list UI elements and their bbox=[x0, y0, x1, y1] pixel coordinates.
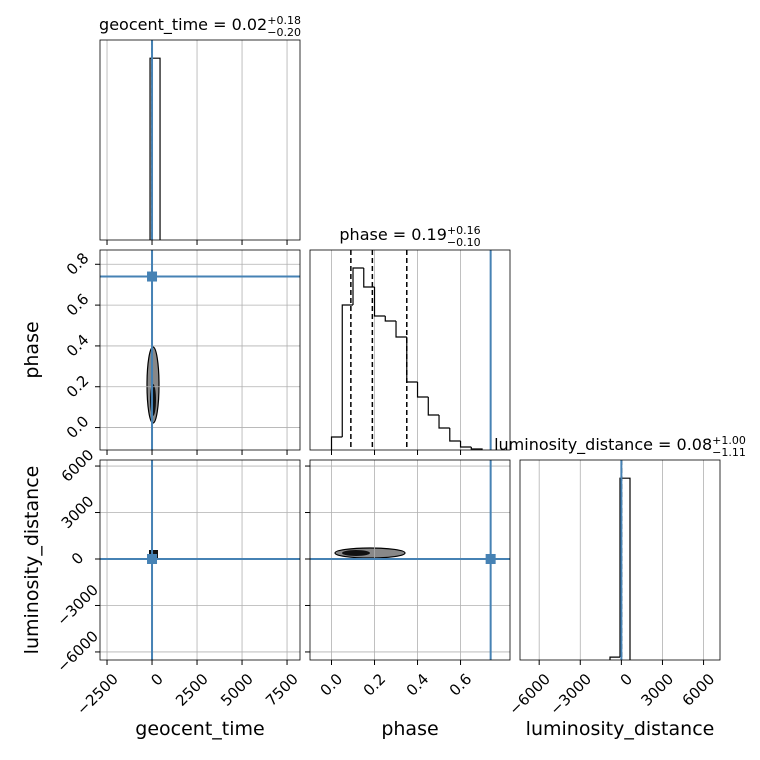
x-tick-label: 6000 bbox=[679, 670, 719, 710]
x-tick-label: 3000 bbox=[637, 670, 677, 710]
title-upper: +0.18 bbox=[267, 14, 301, 27]
y-axis-label: luminosity_distance bbox=[21, 466, 43, 655]
panel-frame bbox=[99, 249, 301, 451]
panel-frame bbox=[309, 249, 511, 451]
title-lower: −0.20 bbox=[267, 26, 301, 39]
x-axis-label: phase bbox=[381, 718, 438, 740]
histogram-bin bbox=[427, 397, 440, 416]
x-tick-label: −2500 bbox=[73, 670, 122, 719]
x-tick-label: 0.0 bbox=[317, 670, 347, 700]
histogram-bin bbox=[330, 436, 343, 450]
y-tick-label: −3000 bbox=[53, 581, 102, 630]
histogram-bin bbox=[438, 415, 450, 429]
title-main: phase = 0.19 bbox=[339, 225, 446, 244]
y-tick-label: −6000 bbox=[53, 627, 102, 676]
truth-marker bbox=[485, 553, 496, 564]
x-tick-label: 0 bbox=[147, 670, 166, 689]
panel-frame bbox=[99, 39, 301, 241]
title-upper: +1.00 bbox=[712, 434, 746, 447]
y-tick-label: 0 bbox=[68, 549, 87, 568]
density-contours bbox=[146, 346, 406, 559]
histogram-bin bbox=[619, 477, 631, 660]
x-tick-label: 0 bbox=[617, 670, 636, 689]
panel-frame bbox=[309, 459, 511, 661]
histogram-bin bbox=[384, 316, 397, 322]
histogram-bin bbox=[373, 287, 386, 317]
title-lower: −0.10 bbox=[447, 236, 481, 249]
x-axis-label: luminosity_distance bbox=[526, 718, 715, 740]
x-tick-label: 0.2 bbox=[360, 670, 390, 700]
title-upper: +0.16 bbox=[447, 224, 481, 237]
histogram-bin bbox=[609, 656, 620, 660]
histogram-bin bbox=[341, 304, 354, 437]
truth-marker bbox=[147, 271, 158, 282]
histogram-bin bbox=[395, 321, 407, 338]
histogram-bin bbox=[352, 267, 364, 305]
panel-frame bbox=[519, 459, 721, 661]
y-tick-label: 0.2 bbox=[63, 372, 93, 402]
x-tick-label: 7500 bbox=[262, 670, 302, 710]
y-tick-label: 0.8 bbox=[63, 249, 93, 279]
x-tick-label: −3000 bbox=[546, 670, 595, 719]
y-tick-label: 3000 bbox=[58, 492, 98, 532]
y-tick-label: 6000 bbox=[58, 446, 98, 486]
panel-title: luminosity_distance = 0.08+1.00 −1.11 bbox=[494, 434, 746, 459]
x-axis-label: geocent_time bbox=[135, 718, 264, 740]
y-axis-label: phase bbox=[21, 321, 43, 378]
title-main: luminosity_distance = 0.08 bbox=[494, 435, 712, 455]
x-tick-label: 0.4 bbox=[403, 670, 433, 700]
histogram-bin bbox=[459, 441, 472, 448]
y-tick-label: 0.6 bbox=[63, 290, 93, 320]
histogram-bin bbox=[406, 337, 418, 383]
histogram-bin bbox=[416, 382, 429, 398]
x-tick-label: 5000 bbox=[217, 670, 257, 710]
histogram-bin bbox=[363, 268, 375, 288]
x-tick-label: −6000 bbox=[505, 670, 554, 719]
panel-frame bbox=[99, 459, 301, 661]
y-tick-label: 0.0 bbox=[63, 412, 93, 442]
histogram-bin bbox=[470, 447, 483, 450]
y-tick-label: 0.4 bbox=[63, 331, 93, 361]
histogram-bin bbox=[449, 428, 461, 442]
title-main: geocent_time = 0.02 bbox=[99, 15, 267, 35]
histogram-bin bbox=[149, 57, 161, 240]
title-lower: −1.11 bbox=[712, 446, 746, 459]
x-tick-label: 2500 bbox=[172, 670, 212, 710]
truth-marker bbox=[147, 553, 158, 564]
panel-title: geocent_time = 0.02+0.18 −0.20 bbox=[99, 14, 301, 39]
panel-title: phase = 0.19+0.16 −0.10 bbox=[339, 224, 480, 249]
contour bbox=[342, 550, 370, 556]
x-tick-label: 0.6 bbox=[446, 670, 476, 700]
